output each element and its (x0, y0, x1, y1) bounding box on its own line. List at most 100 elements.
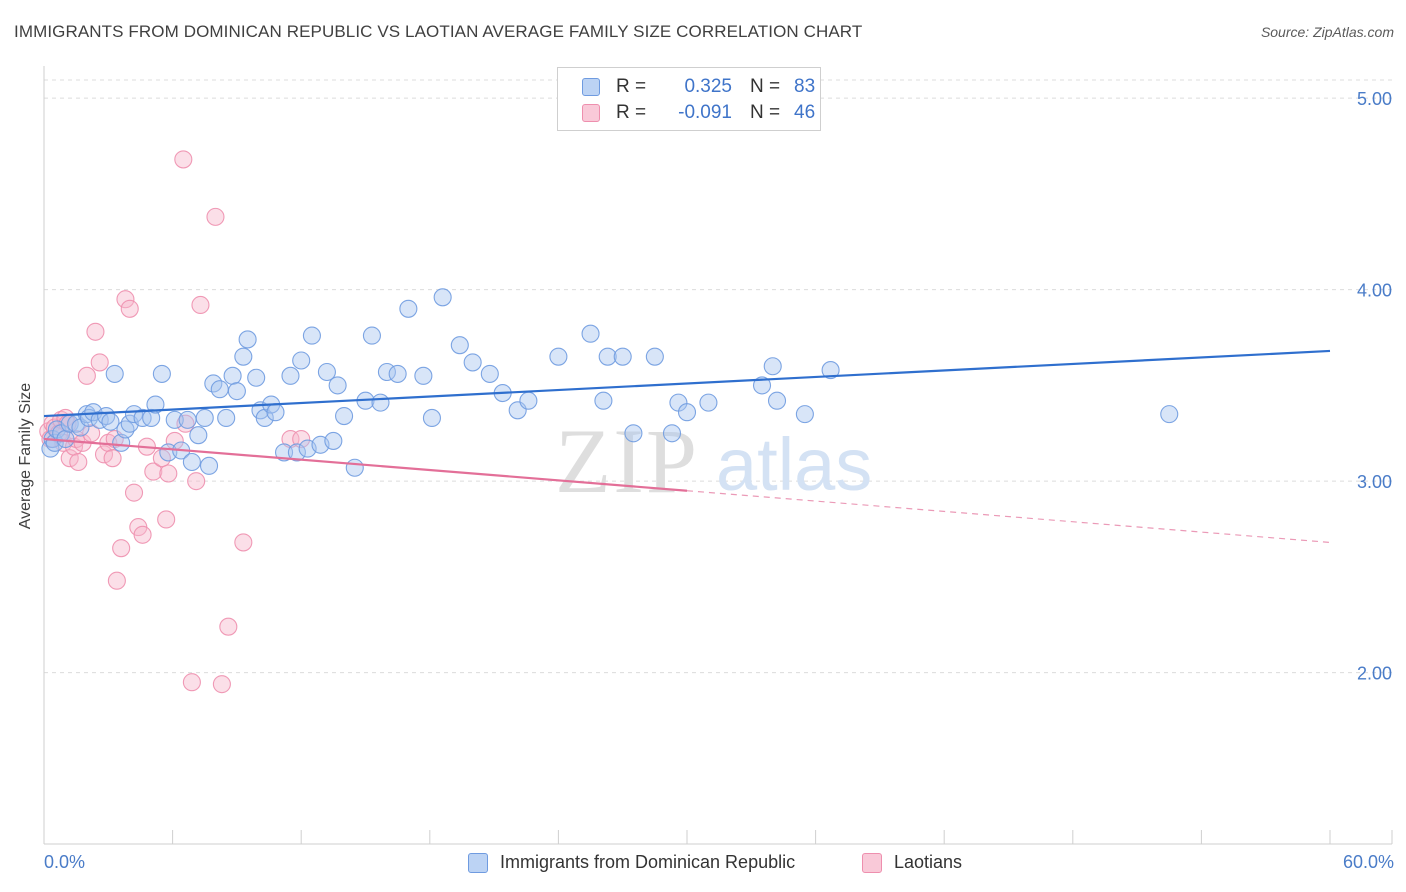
dominican-point (217, 408, 236, 428)
dominican-point (433, 288, 452, 307)
laotians-point (60, 449, 79, 468)
laotians-point (86, 322, 105, 341)
dominican-point (275, 443, 294, 462)
laotians-point (77, 366, 96, 385)
dominican-points (41, 288, 1179, 477)
laotians-point (112, 539, 131, 558)
dominican-point (677, 403, 697, 422)
watermark: ZIP atlas (555, 410, 872, 512)
legend-swatch-blue (468, 852, 488, 873)
laotians-point (133, 525, 152, 544)
dominican-point (662, 424, 682, 443)
dominican-point (178, 410, 197, 429)
dominican-point (227, 382, 246, 401)
dominican-point (195, 408, 214, 428)
legend-label-dominican: Immigrants from Dominican Republic (500, 852, 796, 872)
x-min-label: 0.0% (44, 852, 86, 872)
dominican-point (549, 347, 568, 366)
dominican-point (699, 393, 718, 412)
laotians-point (206, 207, 225, 226)
dominican-point (388, 364, 407, 383)
legend-r-value: -0.091 (678, 102, 732, 123)
y-tick-label: 5.00 (1357, 89, 1392, 109)
laotians-point (69, 452, 88, 472)
legend-n-label: N = (750, 76, 781, 97)
laotians-point (219, 617, 238, 636)
laotians-point (124, 483, 144, 502)
dominican-point (362, 326, 381, 345)
laotians-trend-extension (686, 490, 1331, 544)
laotians-point (212, 675, 231, 694)
y-tick-label: 2.00 (1357, 664, 1392, 684)
laotians-points (39, 150, 311, 694)
laotians-point (144, 462, 163, 481)
dominican-point (223, 366, 242, 385)
dominican-point (767, 391, 787, 410)
dominican-point (324, 431, 343, 450)
laotians-point (107, 571, 126, 590)
dominican-point (371, 393, 390, 412)
laotians-point (182, 673, 201, 692)
dominican-point (234, 347, 253, 366)
dominican-point (165, 410, 184, 429)
dominican-point (763, 357, 782, 376)
dominican-point (613, 347, 632, 366)
series-legend: Immigrants from Dominican Republic Laoti… (0, 850, 1406, 878)
legend-item-laotians: Laotians (862, 852, 962, 873)
laotians-point (120, 299, 139, 318)
chart-title: IMMIGRANTS FROM DOMINICAN REPUBLIC VS LA… (14, 22, 863, 41)
legend-swatch-blue (582, 78, 600, 96)
dominican-point (624, 424, 643, 443)
y-tick-labels: 2.00 3.00 4.00 5.00 (1357, 89, 1392, 684)
legend-n-value: 83 (794, 76, 816, 97)
dominican-point (152, 364, 171, 383)
trend-lines (43, 349, 1331, 544)
legend-r-value: 0.325 (684, 76, 732, 97)
laotians-point (159, 464, 178, 483)
dominican-point (302, 326, 321, 345)
dominican-point (335, 406, 354, 426)
dominican-point (463, 353, 482, 372)
axes (43, 66, 1393, 845)
y-tick-label: 3.00 (1357, 472, 1392, 492)
legend-n-label: N = (750, 102, 781, 123)
x-max-label: 60.0% (1342, 852, 1394, 872)
dominican-point (594, 391, 613, 410)
laotians-point (234, 533, 253, 552)
legend-r-label: R = (616, 102, 647, 123)
watermark-atlas: atlas (716, 423, 872, 506)
legend-swatch-pink (582, 104, 600, 122)
y-tick-label: 4.00 (1357, 281, 1392, 301)
grid-lines (44, 79, 1392, 674)
laotians-point (187, 472, 206, 491)
dominican-point (345, 458, 364, 477)
laotians-trend-line (43, 437, 688, 492)
dominican-point (112, 433, 131, 452)
laotians-point (292, 429, 311, 449)
laotians-point (116, 290, 135, 309)
legend-n-value: 46 (794, 102, 816, 123)
dominican-point (142, 408, 161, 428)
dominican-point (795, 405, 814, 424)
legend-row-laotians: R = -0.091 N = 46 (558, 101, 815, 125)
dominican-point (281, 366, 300, 385)
dominican-point (210, 380, 229, 399)
dominican-point (450, 336, 469, 355)
dominican-point (101, 412, 120, 431)
dominican-point (328, 376, 347, 395)
dominican-point (752, 376, 772, 395)
laotians-point (191, 295, 210, 315)
dominican-point (399, 299, 418, 318)
laotians-point (174, 150, 193, 169)
dominican-point (645, 347, 664, 366)
source-credit: Source: ZipAtlas.com (1260, 24, 1394, 40)
laotians-point (103, 449, 122, 468)
dominican-point (414, 366, 433, 385)
dominican-point (238, 330, 257, 349)
legend-row-dominican: R = 0.325 N = 83 (558, 75, 815, 99)
dominican-point (317, 362, 336, 382)
dominican-point (266, 403, 285, 422)
dominican-point (422, 408, 441, 428)
dominican-point (581, 324, 600, 343)
dominican-point (199, 456, 219, 475)
